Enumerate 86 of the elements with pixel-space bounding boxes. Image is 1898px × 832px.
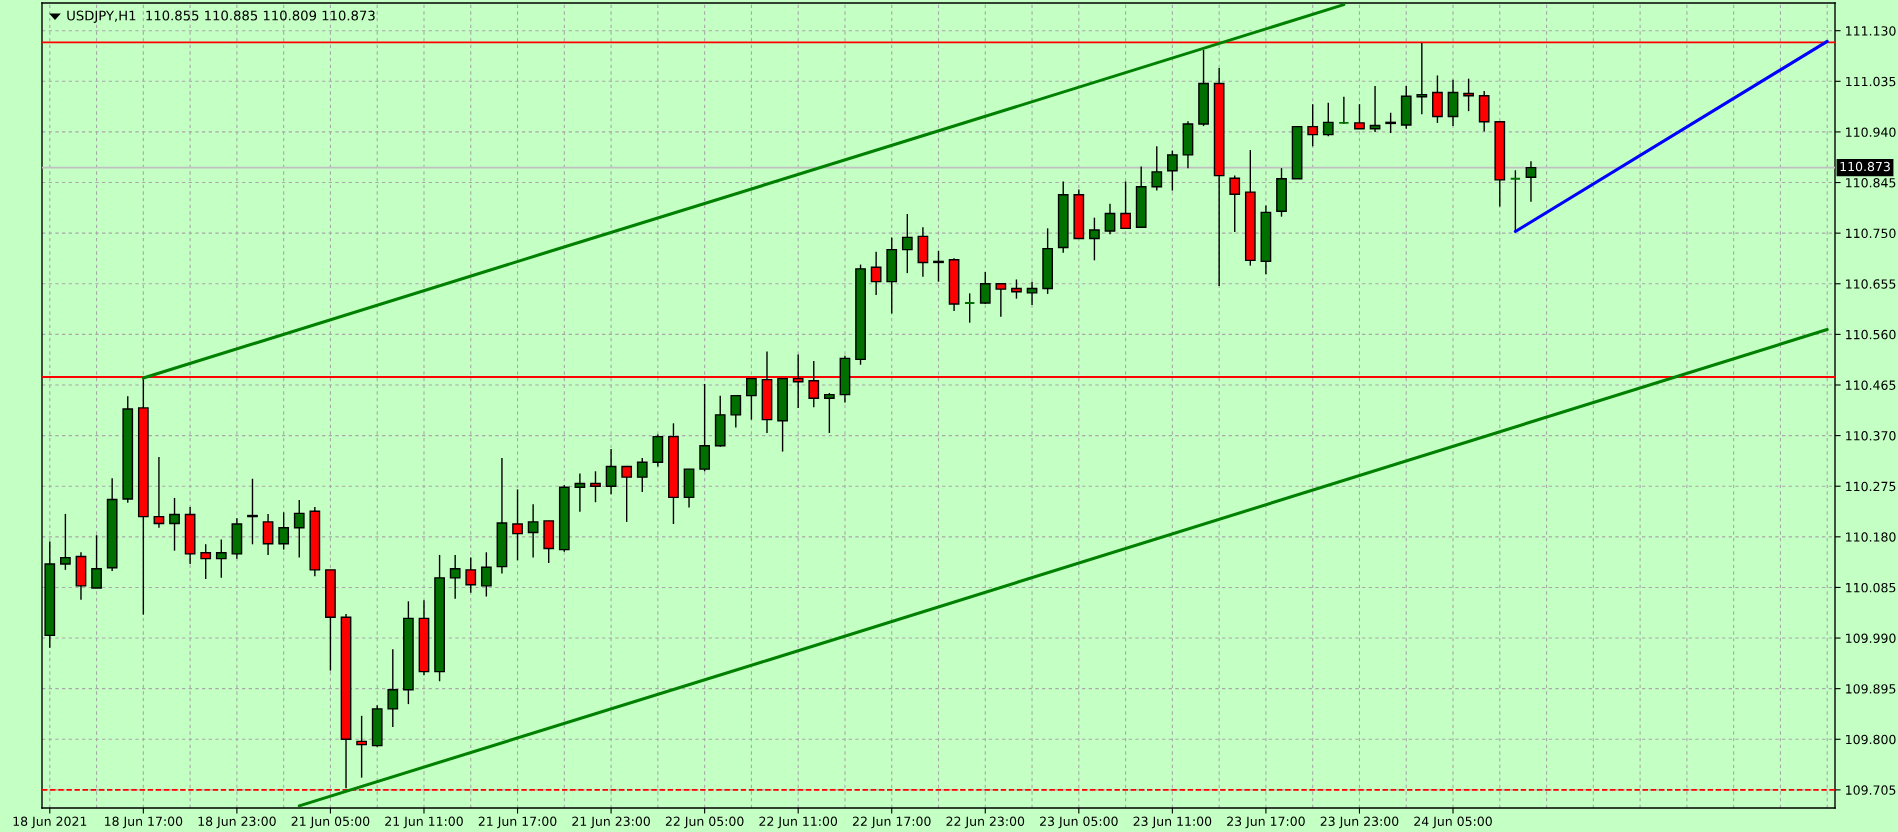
candlestick <box>169 497 180 552</box>
candlestick <box>901 213 913 274</box>
candlestick <box>1307 103 1319 148</box>
candlestick <box>1104 203 1116 235</box>
candlestick <box>621 465 633 523</box>
y-tick-label: 110.750 <box>1846 228 1896 239</box>
y-tick-label: 109.990 <box>1846 633 1896 643</box>
x-tick-label: 22 Jun 23:00 <box>946 816 1025 829</box>
candlestick <box>200 543 212 580</box>
candlestick <box>1011 278 1022 300</box>
candlestick <box>1354 103 1365 130</box>
x-tick-label: 21 Jun 11:00 <box>385 816 463 829</box>
candlestick <box>636 457 648 493</box>
x-tick-label: 21 Jun 17:00 <box>478 816 557 829</box>
x-tick-label: 24 Jun 05:00 <box>1414 816 1492 829</box>
y-tick-label: 110.085 <box>1846 582 1896 593</box>
x-tick-label: 21 Jun 05:00 <box>291 816 370 829</box>
candlestick <box>870 251 882 296</box>
candlestick <box>480 551 492 598</box>
candlestick <box>1432 74 1443 124</box>
candlestick <box>1416 42 1428 116</box>
candlestick <box>574 472 586 513</box>
candlestick <box>527 503 539 559</box>
ref-line-label: 110.873 <box>1840 161 1890 172</box>
y-tick-label: 110.940 <box>1846 127 1896 137</box>
candlestick <box>995 283 1007 318</box>
candlestick <box>1026 280 1038 306</box>
candlestick <box>262 513 274 556</box>
y-tick-label: 110.560 <box>1846 329 1896 340</box>
x-tick-label: 23 Jun 17:00 <box>1227 816 1305 829</box>
candlestick <box>153 456 165 529</box>
candlestick <box>1120 180 1131 230</box>
text: USDJPY,H1 110.855 110.885 110.809 110.873 <box>67 10 375 23</box>
y-tick-label: 110.845 <box>1846 178 1896 188</box>
candlestick <box>590 470 601 503</box>
candlestick <box>387 648 399 728</box>
candlestick <box>1509 169 1522 233</box>
candlestick <box>823 392 835 434</box>
candlestick <box>1151 145 1163 192</box>
candlestick <box>1447 79 1459 127</box>
candlestick <box>512 488 523 561</box>
x-tick-label: 22 Jun 17:00 <box>852 816 931 829</box>
candlestick <box>605 448 617 495</box>
y-tick-label: 109.895 <box>1846 684 1896 694</box>
x-tick-label: 18 Jun 2021 <box>13 816 87 829</box>
candlestick <box>699 383 711 472</box>
y-tick-label: 109.705 <box>1846 785 1896 795</box>
candlestick <box>60 513 71 571</box>
candlestick <box>1338 96 1350 125</box>
candlestick <box>1525 160 1537 203</box>
candlestick <box>964 292 976 324</box>
candlestick <box>1089 217 1100 262</box>
candlestick <box>1229 174 1241 233</box>
candlestick <box>465 556 477 594</box>
x-tick-label: 23 Jun 11:00 <box>1133 816 1212 829</box>
x-tick-label: 21 Jun 23:00 <box>572 816 650 829</box>
candlestick <box>1385 112 1397 134</box>
y-tick-label: 109.800 <box>1846 734 1896 745</box>
y-tick-label: 110.655 <box>1846 279 1896 289</box>
candlestick <box>356 715 367 779</box>
candlestick <box>278 511 290 551</box>
candlestick <box>1166 149 1178 192</box>
y-tick-label: 111.130 <box>1846 26 1896 36</box>
candlestick <box>91 534 102 589</box>
y-tick-label: 110.465 <box>1846 380 1896 390</box>
candlestick <box>1463 77 1474 112</box>
candlestick <box>293 499 305 559</box>
y-tick-label: 110.180 <box>1846 532 1896 542</box>
x-tick-label: 23 Jun 23:00 <box>1320 816 1399 829</box>
x-tick-label: 22 Jun 05:00 <box>665 816 744 829</box>
x-tick-label: 23 Jun 05:00 <box>1040 816 1118 829</box>
candlestick <box>1322 101 1334 137</box>
candlestick <box>979 271 991 305</box>
candlestick <box>449 554 461 600</box>
candlestick <box>746 377 757 421</box>
x-tick-label: 18 Jun 23:00 <box>198 816 276 829</box>
candlestick <box>215 538 227 579</box>
candlestick <box>247 478 258 545</box>
x-tick-label: 22 Jun 11:00 <box>759 816 838 829</box>
y-tick-label: 110.370 <box>1846 431 1896 441</box>
line-series <box>141 3 1346 380</box>
y-tick-label: 110.275 <box>1846 481 1896 492</box>
candlestick <box>730 394 742 429</box>
candlestick <box>933 250 944 283</box>
y-tick-label: 111.035 <box>1846 76 1896 87</box>
x-tick-label: 18 Jun 17:00 <box>105 816 183 829</box>
